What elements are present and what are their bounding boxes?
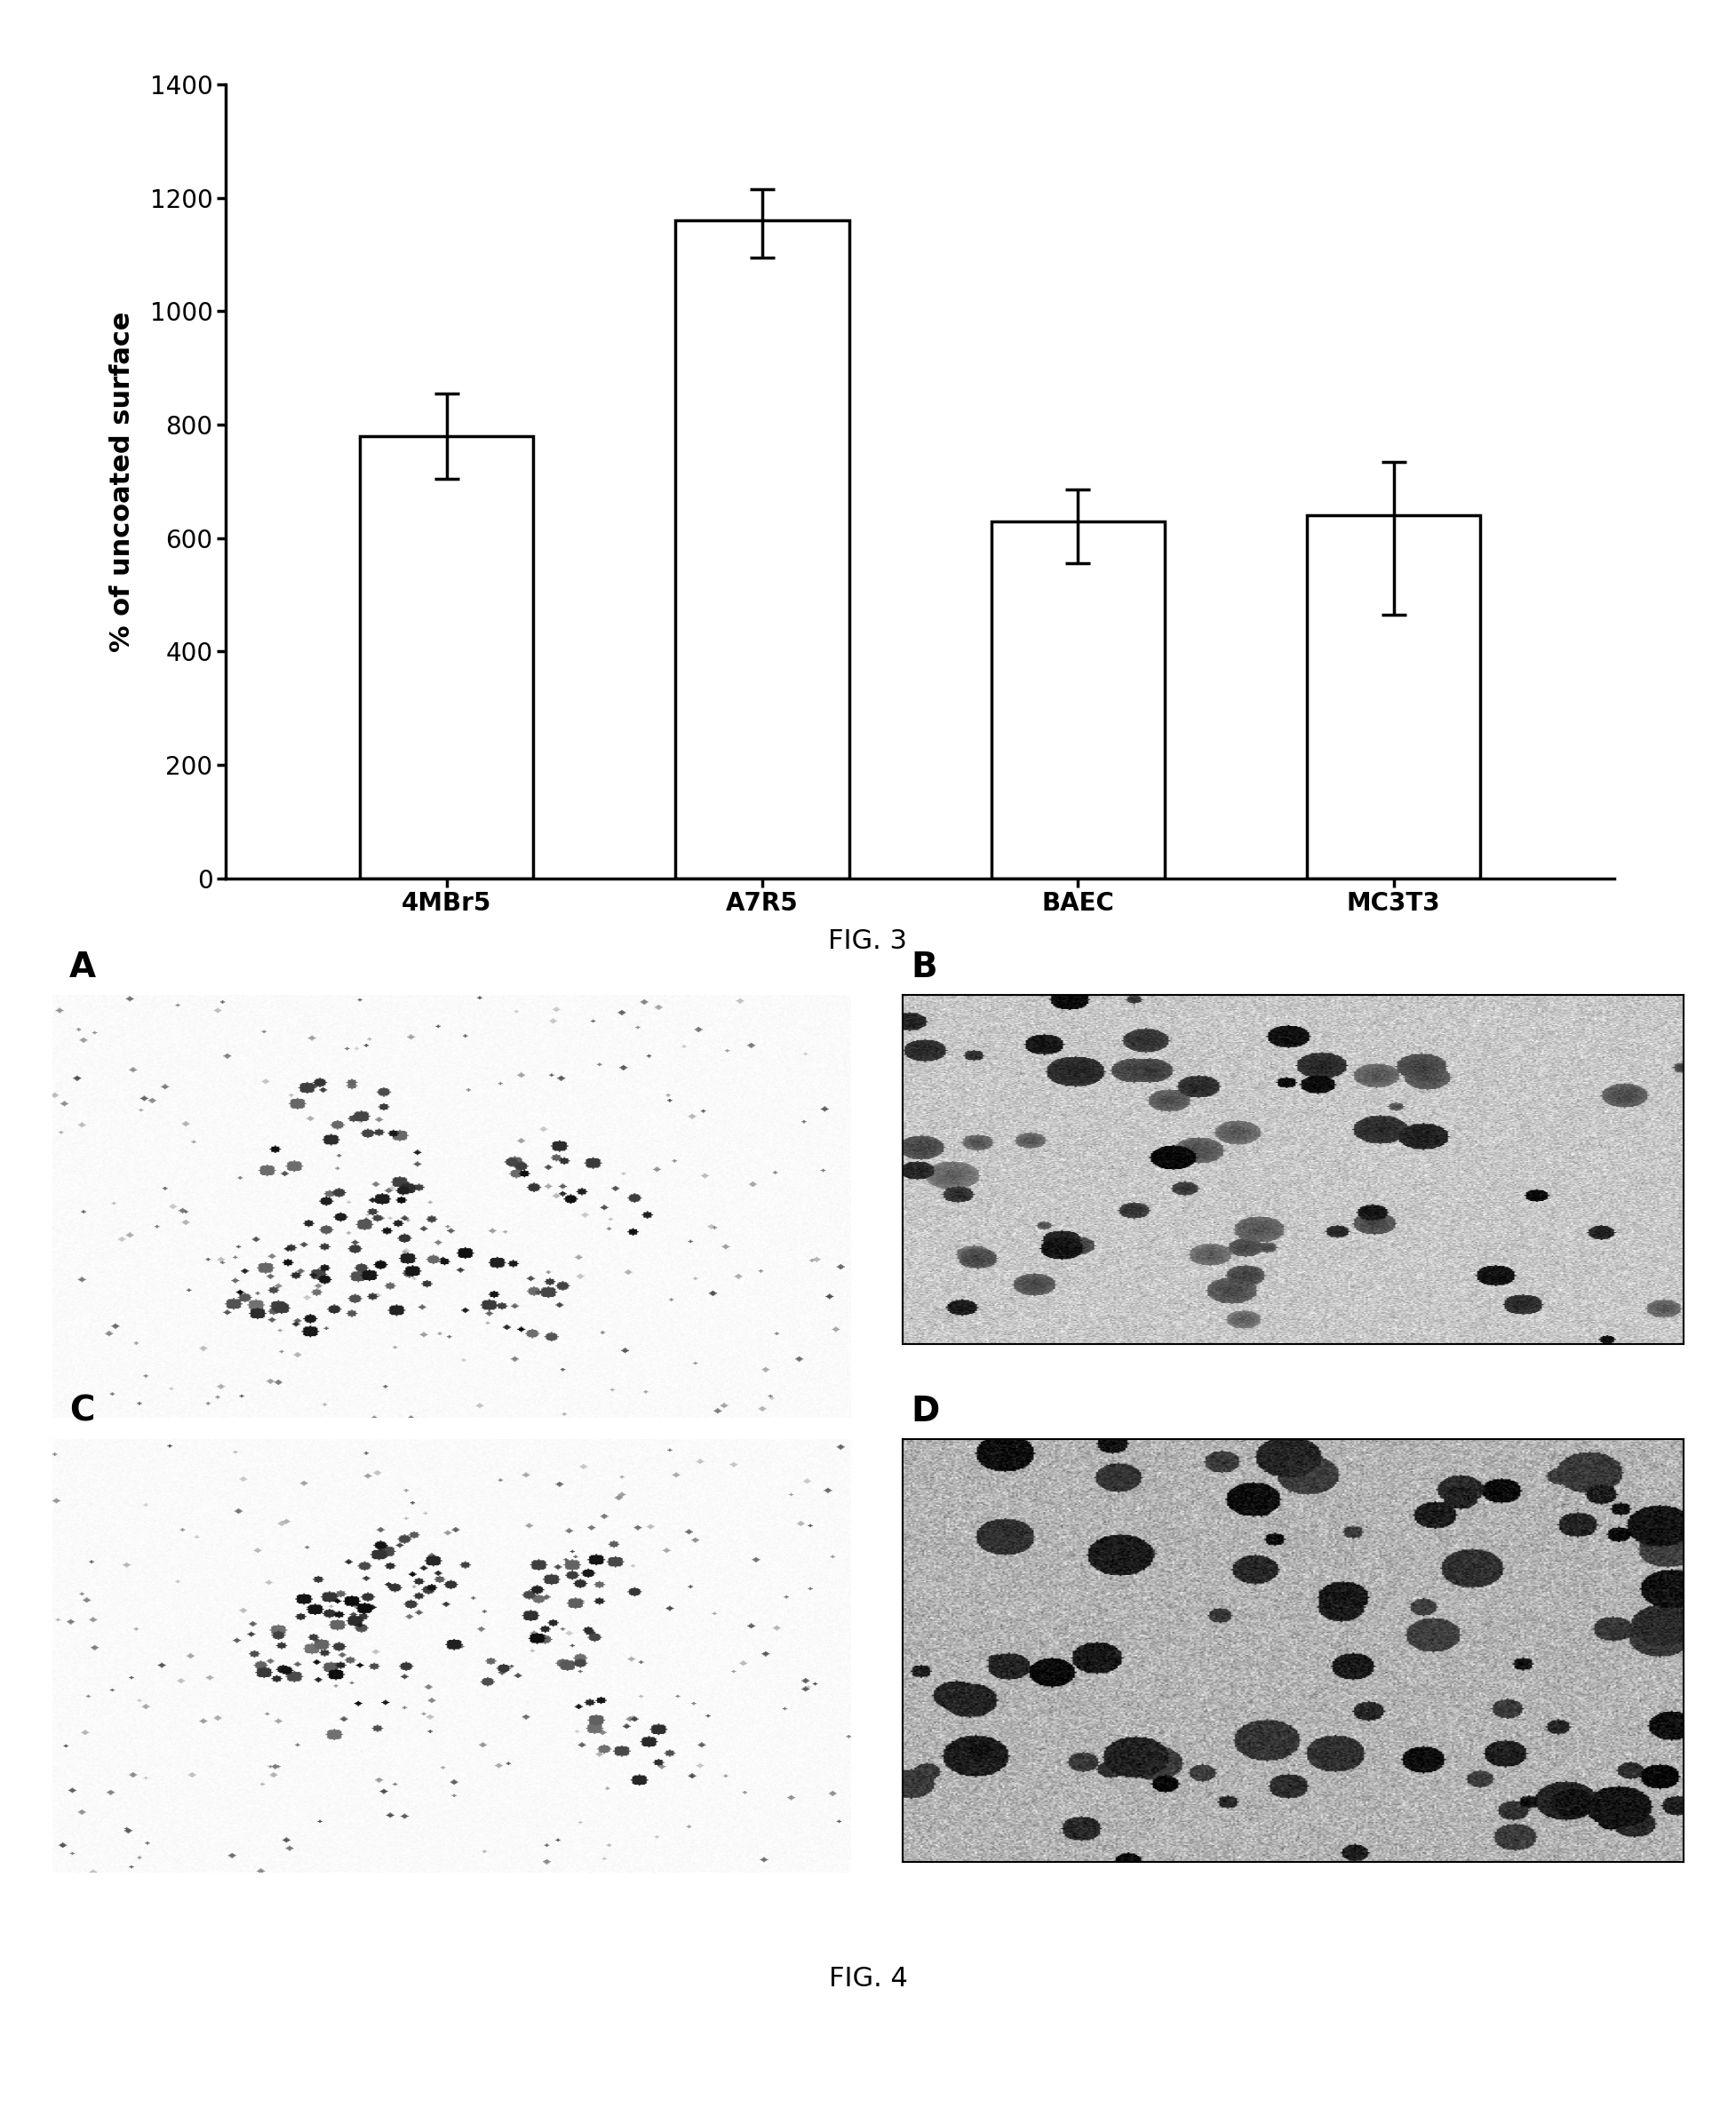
Bar xyxy=(675,220,849,878)
Text: A: A xyxy=(69,950,95,984)
Text: FIG. 3: FIG. 3 xyxy=(828,929,908,954)
Text: FIG. 4: FIG. 4 xyxy=(828,1966,908,1991)
Bar xyxy=(359,436,533,878)
Y-axis label: % of uncoated surface: % of uncoated surface xyxy=(109,311,135,652)
Bar xyxy=(991,521,1165,878)
Text: D: D xyxy=(911,1394,941,1428)
Text: B: B xyxy=(911,950,937,984)
Text: C: C xyxy=(69,1394,95,1428)
Bar xyxy=(1307,516,1481,878)
